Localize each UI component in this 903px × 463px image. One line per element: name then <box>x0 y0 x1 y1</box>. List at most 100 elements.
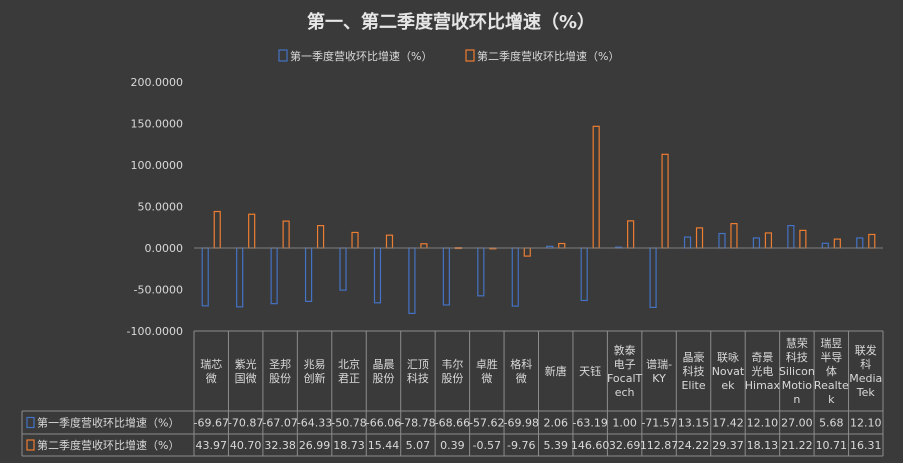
y-tick-label: -50.0000 <box>134 284 183 297</box>
y-tick-label: -100.0000 <box>127 325 183 338</box>
table-cell-value: -70.87 <box>228 417 263 430</box>
category-label: 微 <box>206 371 217 385</box>
table-cell-value: 12.10 <box>850 417 882 430</box>
category-label: 半导 <box>820 350 842 364</box>
table-cell-value: 18.73 <box>333 439 365 452</box>
category-label: 圣邦 <box>269 358 291 371</box>
category-label: 创新 <box>304 371 326 385</box>
table-cell-value: -71.57 <box>641 417 676 430</box>
legend-swatch-series-1 <box>278 49 288 62</box>
table-cell-value: -67.07 <box>262 417 297 430</box>
category-label: Motio <box>782 379 813 392</box>
table-cell-value: 17.42 <box>712 417 744 430</box>
table-cell-value: -64.33 <box>297 417 332 430</box>
category-label: 股份 <box>441 372 463 385</box>
y-tick-label: 50.0000 <box>138 201 184 214</box>
table-cell-value: 18.13 <box>747 439 779 452</box>
category-label: Tek <box>856 386 876 399</box>
category-label: ek <box>721 379 735 392</box>
table-cell-value: 10.71 <box>816 439 848 452</box>
table-cell-value: 146.60 <box>571 439 610 452</box>
table-cell-value: 5.07 <box>406 439 431 452</box>
category-label: 科技 <box>683 364 705 378</box>
category-label: KY <box>652 372 666 385</box>
table-cell-value: 43.97 <box>195 439 227 452</box>
legend-label-series-1: 第一季度营收环比增速（%） <box>290 49 432 63</box>
legend-label-series-2: 第二季度营收环比增速（%） <box>477 49 619 63</box>
category-label: 晶晨 <box>372 358 394 371</box>
table-cell-value: 13.15 <box>678 417 710 430</box>
category-label: 慧荣 <box>786 336 808 350</box>
category-label: 瑞芯 <box>200 357 222 371</box>
category-label: 北京 <box>338 357 360 371</box>
table-legend-key-series-1 <box>26 416 35 429</box>
category-label: 卓胜 <box>476 357 498 371</box>
category-label: 晶豪 <box>683 350 705 364</box>
category-label: 科技 <box>786 350 808 364</box>
category-label: 瑞昱 <box>820 336 842 350</box>
table-legend-key-series-2 <box>26 439 35 451</box>
category-label: Elite <box>681 379 705 392</box>
table-cell-value: 15.44 <box>368 439 400 452</box>
table-cell-value: 32.69 <box>609 439 641 452</box>
table-cell-value: 40.70 <box>230 439 262 452</box>
y-tick-label: 100.0000 <box>131 159 184 172</box>
legend-swatch-series-2 <box>465 49 475 62</box>
category-label: 君正 <box>338 372 360 385</box>
category-label: 兆易 <box>304 358 326 371</box>
table-cell-value: 27.00 <box>781 417 813 430</box>
category-label: k <box>828 393 835 406</box>
plot-area <box>194 125 883 314</box>
table-row-label-series-2: 第二季度营收环比增速（%） <box>37 438 179 452</box>
table-cell-value: -69.67 <box>193 417 228 430</box>
category-label: ech <box>615 386 635 399</box>
table-cell-value: -9.76 <box>507 439 535 452</box>
category-label: Silicon <box>779 365 815 378</box>
chart-title: 第一、第二季度营收环比增速（%） <box>307 11 595 33</box>
category-label: 汇顶 <box>407 358 429 371</box>
category-label: Realte <box>814 379 849 392</box>
category-label: 电子 <box>614 358 636 371</box>
category-label: 联发 <box>855 343 877 357</box>
table-cell-value: 29.37 <box>712 439 744 452</box>
category-label: 新唐 <box>545 364 567 378</box>
category-label: Himax <box>745 379 781 392</box>
category-label: 科技 <box>407 371 429 385</box>
table-cell-value: -69.98 <box>504 417 539 430</box>
category-label: 体 <box>826 364 837 378</box>
category-label: 股份 <box>372 372 394 385</box>
category-label: Media <box>849 372 882 385</box>
table-row-label-series-1: 第一季度营收环比增速（%） <box>37 416 179 430</box>
y-tick-label: 150.0000 <box>131 118 184 131</box>
table-cell-value: -78.78 <box>400 417 435 430</box>
category-label: 科 <box>860 357 871 371</box>
table-cell-value: 5.39 <box>543 439 568 452</box>
category-label: 韦尔 <box>441 358 463 371</box>
table-cell-value: 26.99 <box>299 439 331 452</box>
category-label: 天钰 <box>579 365 601 378</box>
table-cell-value: 2.06 <box>543 417 568 430</box>
category-label: 股份 <box>269 372 291 385</box>
table-cell-value: 32.38 <box>264 439 296 452</box>
category-label: 紫光 <box>235 357 257 371</box>
category-label: 微 <box>516 371 527 385</box>
table-cell-value: 24.22 <box>678 439 710 452</box>
category-label: n <box>793 393 800 406</box>
category-label: 微 <box>481 371 492 385</box>
y-axis: 200.0000 150.0000 100.0000 50.0000 0.0000 -50… <box>127 76 183 338</box>
category-label: 格科 <box>510 357 532 371</box>
table-cell-value: 16.31 <box>850 439 882 452</box>
category-label: 谱瑞- <box>646 357 672 371</box>
category-label: FocalT <box>607 372 643 385</box>
category-label: 国微 <box>235 371 257 385</box>
table-cell-value: 1.00 <box>612 417 637 430</box>
table-cell-value: -63.19 <box>572 417 607 430</box>
table-cell-value: 0.39 <box>440 439 465 452</box>
table-cell-value: -68.66 <box>435 417 470 430</box>
category-label: 联咏 <box>717 351 739 364</box>
category-label: Novat <box>712 365 745 378</box>
table-cell-value: -50.78 <box>331 417 366 430</box>
y-tick-label: 0.0000 <box>145 242 184 255</box>
